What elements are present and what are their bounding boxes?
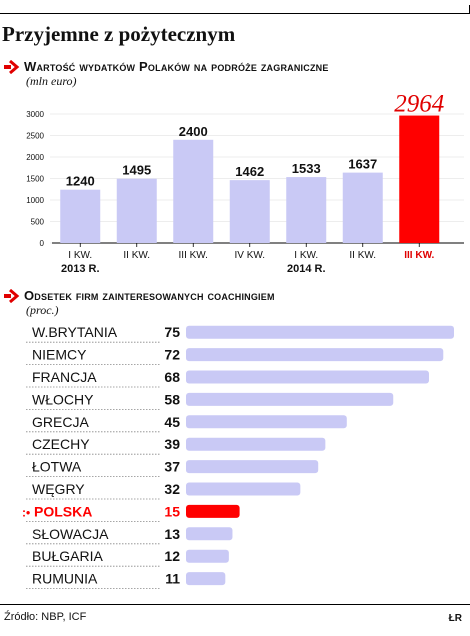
category-label: I KW. xyxy=(294,250,318,261)
bar xyxy=(186,572,226,586)
y-tick-label: 0 xyxy=(40,239,45,248)
bar xyxy=(116,178,157,243)
percent-label: 11 xyxy=(165,571,180,587)
y-tick-label: 2000 xyxy=(26,153,44,162)
value-label: 1495 xyxy=(122,163,151,178)
y-tick-label: 1500 xyxy=(26,175,44,184)
category-label: IV KW. xyxy=(234,250,265,261)
percent-label: 32 xyxy=(164,481,180,497)
coaching-share-chart: W.BRYTANIA 75 NIEMCY 72 FRANCJA 68 WŁOCHY 58 GRE… xyxy=(22,324,454,590)
percent-label: 39 xyxy=(164,436,180,452)
value-label: 1637 xyxy=(348,157,377,172)
category-label: II KW. xyxy=(123,250,150,261)
bar xyxy=(186,370,429,384)
top-rule xyxy=(0,5,470,14)
country-label: CZECHY xyxy=(32,436,90,452)
country-label: WĘGRY xyxy=(32,481,85,497)
highlight-bar xyxy=(186,504,240,518)
value-label: 1462 xyxy=(235,164,264,179)
bar-chart-subtitle: (mln euro) xyxy=(26,74,77,88)
highlight-value-label: 2964 xyxy=(394,91,444,118)
percent-label: 58 xyxy=(164,391,180,407)
percent-label: 75 xyxy=(164,324,180,340)
country-label: GRECJA xyxy=(32,414,89,430)
bar xyxy=(60,189,101,243)
country-label: FRANCJA xyxy=(32,369,97,385)
bar xyxy=(186,482,301,496)
percent-label: 15 xyxy=(164,503,180,519)
author-credit: ŁR xyxy=(448,613,462,624)
y-tick-label: 1000 xyxy=(26,196,44,205)
y-tick-label: 2500 xyxy=(26,132,44,141)
country-label: SŁOWACJA xyxy=(32,526,109,542)
country-label: RUMUNIA xyxy=(32,571,98,587)
country-label: NIEMCY xyxy=(32,347,87,363)
bar xyxy=(173,139,214,243)
bottom-rule xyxy=(0,604,470,605)
value-label: 2400 xyxy=(179,124,208,139)
bar xyxy=(229,180,270,243)
page-title: Przyjemne z pożytecznym xyxy=(2,22,236,46)
percent-label: 72 xyxy=(164,347,180,363)
percent-label: 37 xyxy=(164,459,180,475)
country-label: W.BRYTANIA xyxy=(32,324,118,340)
bar xyxy=(186,437,326,451)
hbar-chart-title: Odsetek firm zainteresowanych coachingie… xyxy=(24,288,275,303)
country-label: ŁOTWA xyxy=(32,459,82,475)
red-arrow-icon xyxy=(4,289,20,303)
bar xyxy=(186,460,319,474)
bar xyxy=(186,392,394,406)
value-label: 1240 xyxy=(66,174,95,189)
bar xyxy=(186,415,347,429)
bar xyxy=(186,549,229,563)
bar xyxy=(342,172,383,243)
year-label: 2014 R. xyxy=(287,263,326,275)
category-label: III KW. xyxy=(179,250,208,261)
quarterly-spending-chart: 0 500 1000 1500 2000 2500 3000 1240 I KW. 2013 R.… xyxy=(26,91,464,275)
bar xyxy=(286,177,327,243)
bar-chart-title: Wartość wydatków Polaków na podróże zagr… xyxy=(24,59,329,74)
bar xyxy=(186,527,233,541)
highlight-marker-icon: :• xyxy=(22,505,30,519)
y-tick-label: 500 xyxy=(31,218,45,227)
category-label: II KW. xyxy=(349,250,376,261)
bar xyxy=(186,325,454,339)
country-label: WŁOCHY xyxy=(32,391,94,407)
y-tick-label: 3000 xyxy=(26,110,44,119)
value-label: 1533 xyxy=(292,161,321,176)
percent-label: 12 xyxy=(164,548,180,564)
highlight-bar xyxy=(399,115,440,243)
red-arrow-icon xyxy=(4,60,20,74)
category-label: I KW. xyxy=(68,250,92,261)
bar xyxy=(186,348,444,362)
hbar-chart-subtitle: (proc.) xyxy=(26,303,59,317)
percent-label: 13 xyxy=(164,526,180,542)
country-label: BUŁGARIA xyxy=(32,548,103,564)
percent-label: 45 xyxy=(164,414,180,430)
year-label: 2013 R. xyxy=(61,263,100,275)
category-label: III KW. xyxy=(404,250,434,261)
source-note: Źródło: NBP, ICF xyxy=(4,611,87,623)
highlight-country-label: POLSKA xyxy=(34,503,92,519)
percent-label: 68 xyxy=(164,369,180,385)
